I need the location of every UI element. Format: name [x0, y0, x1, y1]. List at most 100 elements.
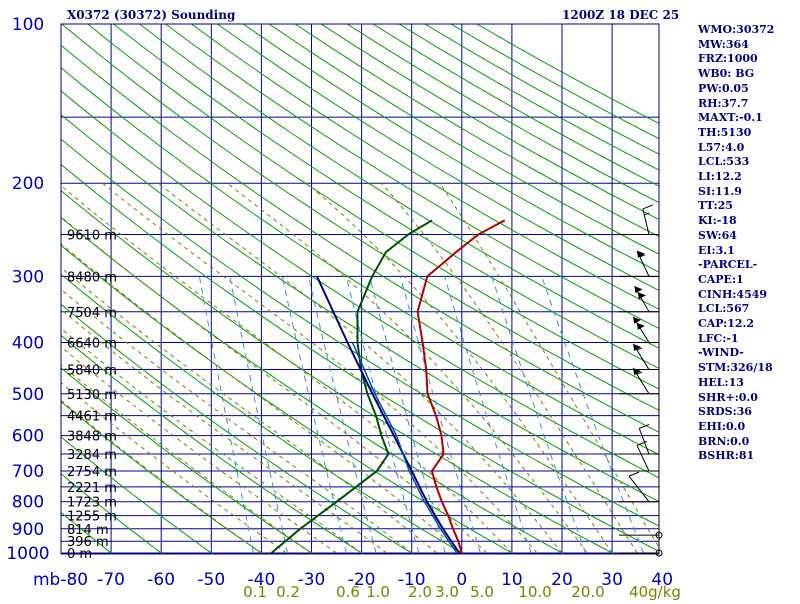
height-label: 1723 m	[67, 496, 117, 511]
mixing-ratio-line	[308, 276, 376, 553]
mixing-ratio-line	[230, 276, 288, 553]
mixing-ratio-label: 3.0	[435, 583, 459, 600]
mixing-ratio-label: 5.0	[470, 583, 494, 600]
pressure-tick-label: 500	[12, 385, 44, 405]
index-item: CINH:4549	[698, 288, 774, 303]
mixing-ratio-line	[492, 276, 586, 553]
wind-barb-pennant	[638, 292, 646, 299]
moist-adiabat-line	[0, 183, 387, 553]
wind-barb-flag	[643, 205, 653, 209]
height-label: 6640 m	[67, 336, 117, 351]
index-item: FRZ:1000	[698, 52, 774, 67]
index-item: SI:11.9	[698, 185, 774, 200]
index-item: TT:25	[698, 199, 774, 214]
mixing-ratio-label: 1.0	[366, 583, 390, 600]
index-item: SW:64	[698, 229, 774, 244]
height-label: 8480 m	[67, 270, 117, 285]
index-item: CAPE:1	[698, 273, 774, 288]
pressure-tick-label: 1000	[6, 544, 49, 564]
dry-adiabat-line	[83, 0, 800, 564]
mixing-ratio-label: 10.0	[518, 583, 551, 600]
height-label: 4461 m	[67, 410, 117, 425]
temperature-tick-label: -30	[298, 570, 326, 590]
index-item: SHR+:0.0	[698, 391, 774, 406]
index-item: -WIND-	[698, 346, 774, 361]
index-item: PW:0.05	[698, 82, 774, 97]
index-item: RH:37.7	[698, 97, 774, 112]
index-item: KI:-18	[698, 214, 774, 229]
mixing-ratio-label: 0.6	[336, 583, 360, 600]
index-item: EHI:0.0	[698, 420, 774, 435]
moist-adiabat-line	[227, 183, 587, 553]
moist-adiabat-line	[0, 183, 337, 553]
pressure-tick-label: 600	[12, 427, 44, 447]
index-item: MW:364	[698, 38, 774, 53]
index-item: LFC:-1	[698, 332, 774, 347]
pressure-tick-label: 900	[12, 520, 44, 540]
moist-adiabat-line	[0, 183, 312, 553]
height-label: 3284 m	[67, 448, 117, 463]
pressure-tick-label: 400	[12, 333, 44, 353]
index-item: WMO:30372	[698, 23, 774, 38]
height-label: 1255 m	[67, 510, 117, 525]
wind-barb	[619, 286, 659, 312]
wind-barb	[619, 532, 662, 538]
wind-barb	[619, 550, 662, 556]
dry-adiabat-line	[8, 0, 800, 564]
pressure-tick-label: 200	[12, 174, 44, 194]
dry-adiabat-line	[0, 0, 800, 564]
temperature-tick-label: -70	[97, 570, 125, 590]
wind-barb	[619, 317, 659, 343]
pressure-tick-label: 100	[12, 15, 44, 35]
wind-barb-flag	[629, 472, 639, 476]
dry-adiabat-line	[0, 0, 379, 564]
dry-adiabat-line	[0, 0, 800, 564]
mixing-ratio-label: 0.1	[243, 583, 267, 600]
moist-adiabat-line	[58, 183, 512, 553]
index-item: BRN:0.0	[698, 435, 774, 450]
wind-barb-staff	[639, 428, 649, 454]
height-label: 814 m	[67, 523, 109, 538]
station-title: X0372 (30372) Sounding	[67, 8, 235, 22]
valid-time: 1200Z 18 DEC 25	[562, 8, 679, 22]
index-item: -PARCEL-	[698, 258, 774, 273]
index-item: CAP:12.2	[698, 317, 774, 332]
mixing-ratio-label: 0.2	[276, 583, 300, 600]
temperature-tick-label: mb-80	[33, 570, 88, 590]
height-label: 5130 m	[67, 388, 117, 403]
index-item: LI:12.2	[698, 170, 774, 185]
pressure-tick-label: 700	[12, 462, 44, 482]
wind-barb-pennant	[634, 286, 642, 293]
height-label: 9610 m	[67, 229, 117, 244]
index-item: EI:3.1	[698, 244, 774, 259]
index-item: L57:4.0	[698, 141, 774, 156]
index-item: LCL:533	[698, 155, 774, 170]
dry-adiabat-line	[109, 0, 800, 564]
pressure-tick-label: 800	[12, 493, 44, 513]
height-label: 7504 m	[67, 306, 117, 321]
height-label: 2754 m	[67, 465, 117, 480]
index-item: MAXT:-0.1	[698, 111, 774, 126]
height-label: 3848 m	[67, 430, 117, 445]
index-item: STM:326/18	[698, 361, 774, 376]
wind-barb	[619, 441, 659, 471]
index-item: HEL:13	[698, 376, 774, 391]
pressure-tick-label: 300	[12, 267, 44, 287]
mixing-ratio-label: 20.0	[571, 583, 604, 600]
temperature-tick-label: 20	[551, 570, 573, 590]
index-item: SRDS:36	[698, 405, 774, 420]
index-item: WB0: BG	[698, 67, 774, 82]
index-item: LCL:567	[698, 302, 774, 317]
index-item: TH:5130	[698, 126, 774, 141]
temperature-tick-label: -50	[197, 570, 225, 590]
dry-adiabat-line	[0, 0, 329, 564]
temperature-tick-label: -60	[147, 570, 175, 590]
mixing-ratio-label: 40g/kg	[629, 583, 681, 600]
parcel-dewpoint-path	[353, 343, 457, 554]
mixing-ratio-label: 2.0	[408, 583, 432, 600]
index-item: BSHR:81	[698, 449, 774, 464]
height-label: 2221 m	[67, 481, 117, 496]
